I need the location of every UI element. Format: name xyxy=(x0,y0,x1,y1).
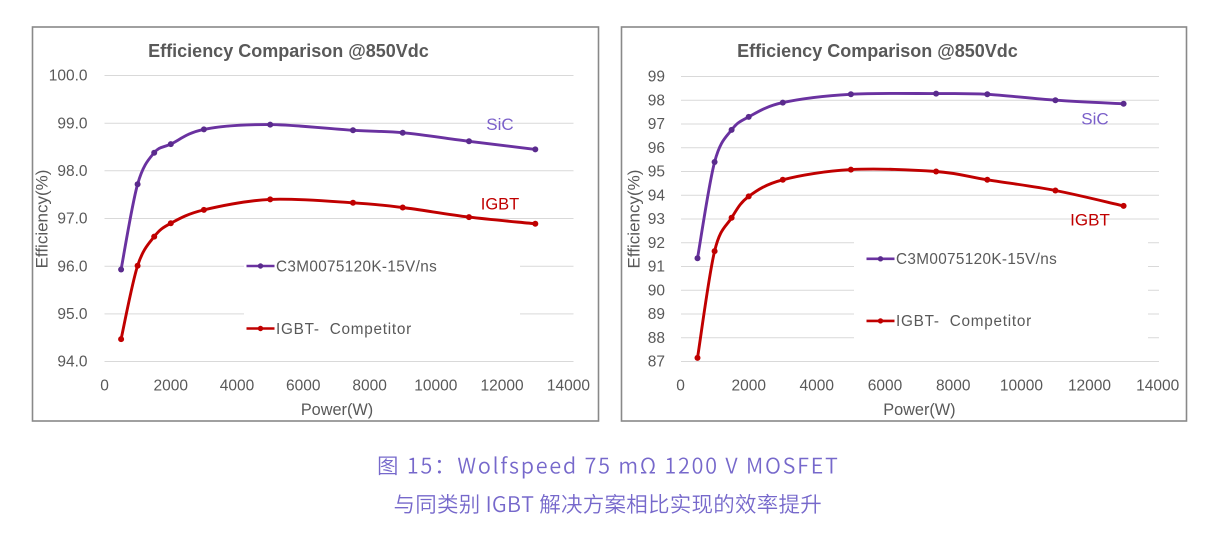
svg-text:97.0: 97.0 xyxy=(57,211,88,228)
svg-text:10000: 10000 xyxy=(414,378,457,395)
svg-text:87: 87 xyxy=(648,354,665,371)
svg-text:Power(W): Power(W) xyxy=(301,401,373,419)
svg-text:Efficiency Comparison @850Vdc: Efficiency Comparison @850Vdc xyxy=(737,41,1018,61)
svg-text:4000: 4000 xyxy=(800,378,835,395)
svg-text:100.0: 100.0 xyxy=(49,68,88,85)
svg-text:10000: 10000 xyxy=(1000,378,1043,395)
svg-text:0: 0 xyxy=(676,378,685,395)
svg-text:94: 94 xyxy=(648,187,666,204)
svg-text:92: 92 xyxy=(648,235,665,252)
svg-text:12000: 12000 xyxy=(1068,378,1111,395)
svg-text:0: 0 xyxy=(100,378,109,395)
svg-text:14000: 14000 xyxy=(1136,378,1179,395)
svg-text:96.0: 96.0 xyxy=(57,258,88,275)
svg-text:Efficiency Comparison @850Vdc: Efficiency Comparison @850Vdc xyxy=(148,41,429,61)
svg-text:Power(W): Power(W) xyxy=(883,401,955,419)
svg-text:4000: 4000 xyxy=(220,378,255,395)
svg-text:14000: 14000 xyxy=(547,378,590,395)
svg-text:96: 96 xyxy=(648,140,665,157)
svg-text:Efficiency(%): Efficiency(%) xyxy=(33,170,52,269)
svg-text:2000: 2000 xyxy=(731,378,766,395)
svg-text:91: 91 xyxy=(648,259,665,276)
svg-text:IGBT: IGBT xyxy=(1070,211,1110,230)
svg-text:IGBT- Competitor: IGBT- Competitor xyxy=(276,321,412,338)
svg-text:95.0: 95.0 xyxy=(57,306,88,323)
svg-text:97: 97 xyxy=(648,116,665,133)
svg-text:C3M0075120K-15V/ns: C3M0075120K-15V/ns xyxy=(276,258,437,275)
svg-text:98: 98 xyxy=(648,93,665,110)
svg-text:6000: 6000 xyxy=(868,378,903,395)
svg-text:C3M0075120K-15V/ns: C3M0075120K-15V/ns xyxy=(896,251,1057,268)
svg-text:Efficiency(%): Efficiency(%) xyxy=(625,170,644,269)
svg-text:2000: 2000 xyxy=(154,378,189,395)
svg-text:IGBT- Competitor: IGBT- Competitor xyxy=(896,313,1032,330)
svg-text:8000: 8000 xyxy=(936,378,971,395)
svg-text:89: 89 xyxy=(648,306,665,323)
svg-text:88: 88 xyxy=(648,330,665,347)
svg-text:98.0: 98.0 xyxy=(57,163,88,180)
svg-text:IGBT: IGBT xyxy=(481,196,520,214)
svg-text:12000: 12000 xyxy=(481,378,524,395)
svg-text:95: 95 xyxy=(648,164,665,181)
svg-text:90: 90 xyxy=(648,282,666,299)
svg-text:99: 99 xyxy=(648,69,665,86)
svg-text:6000: 6000 xyxy=(286,378,321,395)
svg-text:93: 93 xyxy=(648,211,665,228)
svg-text:94.0: 94.0 xyxy=(57,354,88,371)
svg-text:SiC: SiC xyxy=(486,115,513,134)
svg-text:SiC: SiC xyxy=(1081,110,1108,129)
svg-text:99.0: 99.0 xyxy=(57,115,88,132)
svg-text:8000: 8000 xyxy=(352,378,387,395)
